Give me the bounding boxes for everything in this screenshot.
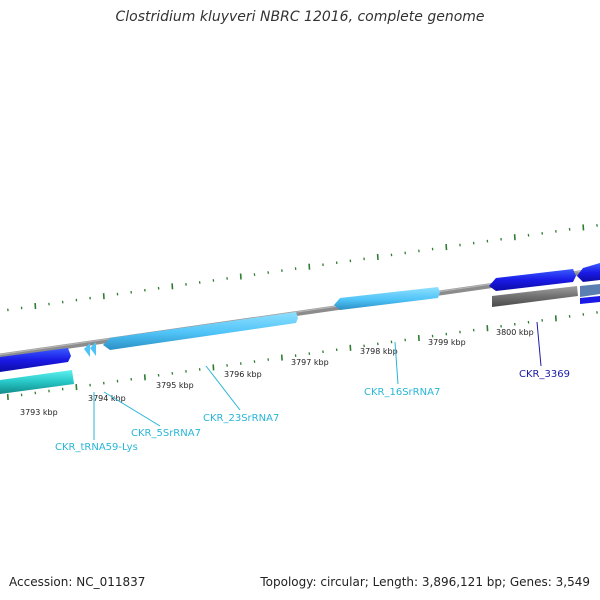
gray-feature-right[interactable] (580, 284, 600, 297)
gene-label-3369[interactable]: CKR_3369 (519, 369, 570, 380)
cds-feature-left[interactable] (0, 348, 71, 372)
rrna-5s-arrow-icon[interactable] (90, 342, 96, 356)
kbp-label-3793: 3793 kbp (20, 408, 58, 417)
gene-label-5s[interactable]: CKR_5SrRNA7 (131, 428, 201, 439)
cds-feature-right[interactable] (577, 263, 600, 282)
inner-tick-row (6, 311, 598, 400)
kbp-label-3794: 3794 kbp (88, 394, 126, 403)
kbp-label-3796: 3796 kbp (224, 370, 262, 379)
rrna-16s-feature[interactable] (334, 287, 440, 310)
kbp-label-3800: 3800 kbp (496, 328, 534, 337)
outer-tick-row (7, 224, 598, 312)
gene-label-23s[interactable]: CKR_23SrRNA7 (203, 413, 279, 424)
leader-line-5s (103, 391, 161, 427)
kbp-label-3799: 3799 kbp (428, 338, 466, 347)
leader-line-16s (394, 341, 399, 385)
kbp-label-3797: 3797 kbp (291, 358, 329, 367)
trna-teal-feature[interactable] (0, 370, 74, 394)
cds-feature-right-lower[interactable] (580, 296, 600, 304)
kbp-label-3795: 3795 kbp (156, 381, 194, 390)
gene-label-trna[interactable]: CKR_tRNA59-Lys (55, 442, 138, 453)
leader-line-23s (205, 365, 241, 411)
rrna-23s-feature[interactable] (103, 312, 298, 350)
kbp-label-3798: 3798 kbp (360, 347, 398, 356)
page-title: Clostridium kluyveri NBRC 12016, complet… (115, 9, 485, 25)
leader-line-3369 (536, 321, 542, 367)
cds-feature-3369[interactable] (489, 269, 576, 291)
gene-label-16s[interactable]: CKR_16SrRNA7 (364, 387, 440, 398)
gray-feature[interactable] (492, 286, 578, 307)
trna-arrow-icon[interactable] (84, 343, 90, 357)
accession-text: Accession: NC_011837 (9, 575, 146, 589)
genome-summary-text: Topology: circular; Length: 3,896,121 bp… (260, 575, 590, 589)
